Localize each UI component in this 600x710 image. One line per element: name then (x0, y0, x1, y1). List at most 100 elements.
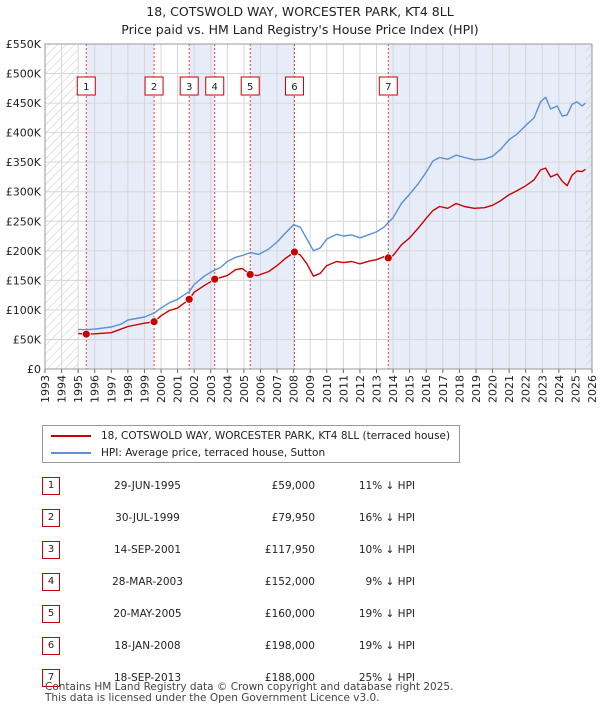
sale-hpi-diff: 9% ↓ HPI (315, 566, 415, 598)
sale-number: 4 (42, 566, 90, 598)
sale-date: 29-JUN-1995 (90, 470, 205, 502)
sale-date: 20-MAY-2005 (90, 598, 205, 630)
sale-date-text: 18-JAN-2008 (114, 640, 181, 652)
sale-date-text: 29-JUN-1995 (114, 480, 181, 492)
footer-licence: This data is licensed under the Open Gov… (45, 692, 380, 704)
sale-label-box-1 (76, 76, 96, 96)
plot-border (44, 43, 593, 370)
y-tick-label: £250K (6, 215, 42, 228)
x-tick-label: 2012 (354, 375, 367, 403)
sale-label-box-4 (205, 76, 225, 96)
sale-hpi-diff-text: 19% ↓ HPI (358, 608, 415, 620)
sale-label-box-7 (378, 76, 398, 96)
x-tick-label: 2004 (221, 375, 234, 403)
sale-hpi-diff: 10% ↓ HPI (315, 534, 415, 566)
x-tick-label: 2008 (288, 375, 301, 403)
chart-title: 18, COTSWOLD WAY, WORCESTER PARK, KT4 8L… (146, 4, 454, 19)
footer-copyright: Contains HM Land Registry data © Crown c… (45, 681, 454, 693)
x-tick-label: 2007 (271, 375, 284, 403)
sale-date-text: 14-SEP-2001 (113, 544, 182, 556)
sale-number-text: 7 (42, 669, 60, 687)
sale-hpi-diff-text: 10% ↓ HPI (358, 544, 415, 556)
sale-date: 18-JAN-2008 (90, 630, 205, 662)
hatched-span-2 (585, 44, 592, 369)
sale-hpi-diff-text: 19% ↓ HPI (358, 640, 415, 652)
shaded-span-1 (86, 44, 155, 369)
x-tick-label: 1995 (72, 375, 85, 403)
sale-hpi-diff-text: 9% ↓ HPI (365, 576, 415, 588)
sale-price: £79,950 (205, 502, 315, 534)
sale-number-text: 3 (42, 541, 60, 559)
x-tick-label: 2010 (321, 375, 334, 403)
sale-price-text: £59,000 (271, 480, 315, 492)
y-tick-label: £150K (6, 274, 42, 287)
sale-date-text: 20-MAY-2005 (113, 608, 182, 620)
x-tick-label: 2026 (586, 375, 599, 403)
table-row: 1 29-JUN-1995 £59,000 11% ↓ HPI (42, 470, 415, 502)
y-tick-label: £200K (6, 245, 42, 258)
x-tick-label: 1998 (122, 375, 135, 403)
sale-number: 2 (42, 502, 90, 534)
sale-label-2: 2 (151, 82, 157, 93)
sale-point-2 (149, 317, 159, 327)
y-tick-label: £0 (27, 363, 41, 376)
x-tick-label: 2013 (371, 375, 384, 403)
sale-hpi-diff-text: 16% ↓ HPI (358, 512, 415, 524)
sale-label-1: 1 (83, 82, 89, 93)
sale-number-text: 1 (42, 477, 60, 495)
sale-label-4: 4 (212, 82, 218, 93)
x-tick-label: 2018 (453, 375, 466, 403)
sale-number-text: 6 (42, 637, 60, 655)
y-tick-label: £300K (6, 186, 42, 199)
sale-date: 14-SEP-2001 (90, 534, 205, 566)
sale-label-5: 5 (247, 82, 253, 93)
sale-number-text: 4 (42, 573, 60, 591)
sale-point-1 (81, 329, 91, 339)
x-tick-label: 2023 (536, 375, 549, 403)
sale-hpi-diff: 19% ↓ HPI (315, 630, 415, 662)
sale-label-7: 7 (385, 82, 391, 93)
sale-point-6 (290, 247, 299, 257)
sale-price-text: £152,000 (264, 576, 315, 588)
legend-swatch-property (51, 435, 91, 437)
sale-price: £152,000 (205, 566, 315, 598)
x-tick-label: 2022 (520, 375, 533, 403)
sale-price: £198,000 (205, 630, 315, 662)
table-row: 5 20-MAY-2005 £160,000 19% ↓ HPI (42, 598, 415, 630)
sale-date: 30-JUL-1999 (90, 502, 205, 534)
price-chart: £0 £50K £100K £150K £200K £250K £300K £350K £400… (6, 38, 599, 403)
sale-price-text: £198,000 (264, 640, 315, 652)
sale-point-3 (184, 294, 194, 304)
sales-table: 1 29-JUN-1995 £59,000 11% ↓ HPI 2 30-JUL-1999… (42, 470, 415, 694)
table-row: 2 30-JUL-1999 £79,950 16% ↓ HPI (42, 502, 415, 534)
sale-label-box-5 (240, 76, 260, 96)
sale-point-4 (210, 274, 220, 284)
legend-label-property: 18, COTSWOLD WAY, WORCESTER PARK, KT4 8L… (101, 430, 451, 442)
sale-number: 6 (42, 630, 90, 662)
x-tick-label: 2001 (172, 375, 185, 403)
sale-price: £160,000 (205, 598, 315, 630)
footer: Contains HM Land Registry data © Crown c… (45, 682, 453, 704)
legend-swatch-hpi (51, 452, 91, 454)
x-tick-label: 1997 (105, 375, 118, 403)
x-tick-label: 2003 (205, 375, 218, 403)
x-tick-label: 2021 (503, 375, 516, 403)
sale-label-6: 6 (291, 82, 297, 93)
x-tick-label: 2000 (155, 375, 168, 403)
x-tick-label: 1996 (89, 375, 102, 403)
x-tick-label: 2020 (487, 375, 500, 403)
sale-number: 1 (42, 470, 90, 502)
y-tick-label: £450K (6, 97, 42, 110)
sale-number-text: 2 (42, 509, 60, 527)
y-tick-label: £100K (6, 304, 42, 317)
sale-hpi-diff-text: 25% ↓ HPI (358, 672, 415, 684)
table-row: 7 18-SEP-2013 £188,000 25% ↓ HPI (42, 662, 415, 694)
sale-label-box-3 (179, 76, 199, 96)
sale-price-text: £188,000 (264, 672, 315, 684)
sale-label-box-2 (144, 76, 164, 96)
sale-label-3: 3 (186, 82, 192, 93)
sale-price-text: £160,000 (264, 608, 315, 620)
sale-number: 3 (42, 534, 90, 566)
sale-number: 7 (42, 662, 90, 694)
y-tick-label: £400K (6, 127, 42, 140)
